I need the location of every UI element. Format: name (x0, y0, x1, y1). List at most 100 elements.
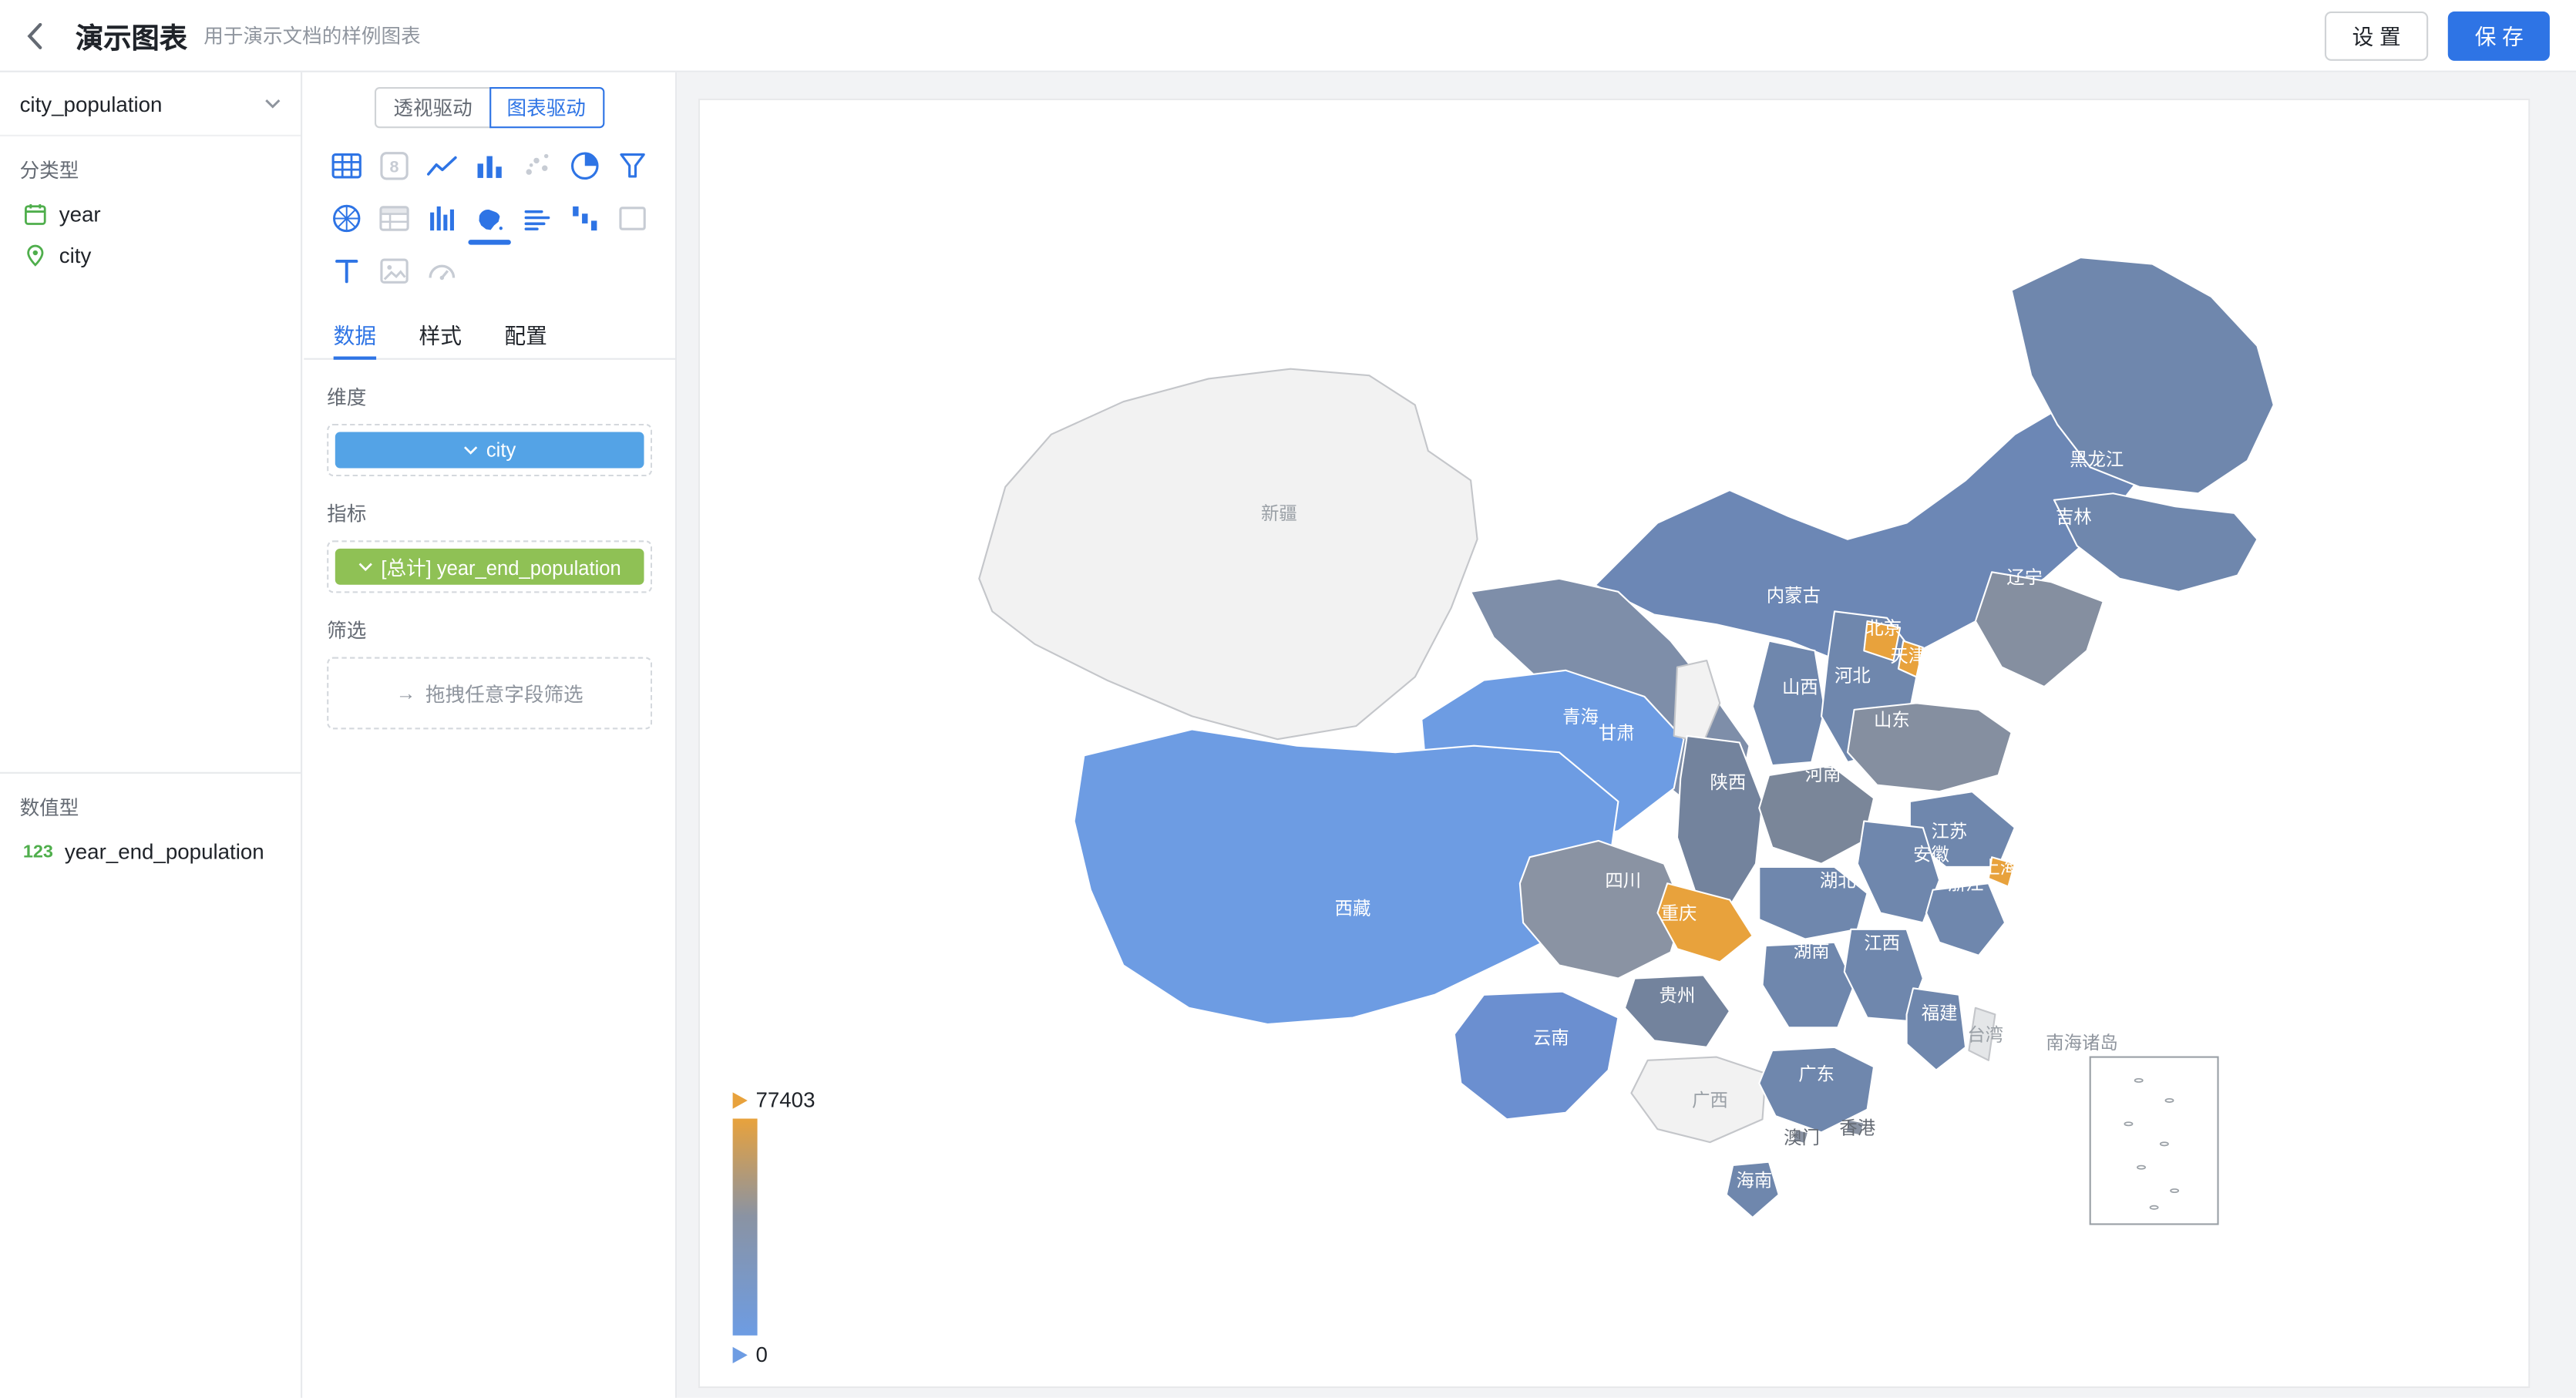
map-region-label: 香港 (1839, 1118, 1875, 1138)
field-item-year[interactable]: year (0, 194, 301, 235)
map-region-label: 青海 (1562, 707, 1599, 727)
chart-type-indicator-icon[interactable]: 8 (376, 148, 412, 184)
island-mark (2164, 1097, 2174, 1103)
numeric-section-label: 数值型 (19, 796, 79, 820)
map-region-label: 南海诸岛 (2046, 1033, 2118, 1053)
filter-dropzone[interactable]: → 拖拽任意字段筛选 (327, 657, 653, 730)
chart-type-word-cloud-icon[interactable] (520, 200, 556, 237)
map-region-台湾[interactable] (1968, 1006, 1996, 1061)
map-region-天津[interactable] (1897, 640, 1924, 678)
map-region-重庆[interactable] (1656, 882, 1754, 963)
dimension-label: 维度 (327, 385, 367, 409)
chart-type-table-icon[interactable] (328, 148, 365, 184)
island-mark (2134, 1077, 2144, 1083)
top-bar: 演示图表 用于演示文档的样例图表 设 置 保 存 (0, 0, 2576, 72)
chart-type-scatter-icon[interactable] (520, 148, 556, 184)
map-region-广西[interactable] (1630, 1056, 1767, 1144)
chart-config-panel: 透视驱动 图表驱动 8 数据 样式 配置 维度 city 指标 (304, 72, 678, 1398)
map-region-label: 吉林 (2056, 507, 2092, 527)
legend-min-marker-icon (732, 1346, 748, 1363)
legend-max-marker-icon (732, 1091, 748, 1108)
filter-placeholder: 拖拽任意字段筛选 (425, 682, 583, 706)
map-region-云南[interactable] (1453, 990, 1619, 1121)
map-region-黑龙江[interactable] (2010, 257, 2275, 495)
location-pin-icon (23, 243, 48, 267)
chart-type-gantt-icon[interactable] (424, 200, 460, 237)
map-region-福建[interactable] (1905, 987, 1967, 1071)
map-region-label: 辽宁 (2006, 567, 2043, 587)
chart-type-funnel-icon[interactable] (614, 148, 651, 184)
map-region-label: 河南 (1805, 764, 1841, 784)
map-region-四川[interactable] (1518, 839, 1685, 980)
field-item-city[interactable]: city (0, 235, 301, 276)
legend-max-value: 77403 (755, 1087, 816, 1112)
south-china-sea-inset (2089, 1056, 2219, 1225)
chart-type-bar-icon[interactable] (472, 148, 508, 184)
mode-toggle: 透视驱动 图表驱动 (304, 86, 675, 129)
chart-type-waterfall-icon[interactable] (567, 200, 603, 237)
map-region-新疆[interactable] (978, 368, 1478, 741)
category-section-label: 分类型 (19, 159, 79, 183)
legend-min-value: 0 (755, 1342, 768, 1367)
chevron-down-icon (264, 99, 281, 109)
map-region-label: 重庆 (1661, 903, 1697, 923)
metric-pill[interactable]: [总计] year_end_population (335, 548, 644, 585)
map-region-澳门[interactable] (1792, 1128, 1810, 1145)
map-region-陕西[interactable] (1676, 734, 1764, 908)
chart-type-line-icon[interactable] (424, 148, 460, 184)
tab-config[interactable]: 配置 (504, 322, 547, 348)
pivot-driven-toggle[interactable]: 透视驱动 (375, 86, 491, 129)
map-region-北京[interactable] (1863, 620, 1902, 662)
map-region-label: 内蒙古 (1767, 586, 1821, 606)
map-region-安徽[interactable] (1856, 820, 1941, 924)
map-region-辽宁[interactable] (1974, 571, 2104, 688)
map-region-上海[interactable] (1987, 856, 2016, 888)
numeric-section: 数值型 123 year_end_population (0, 771, 301, 872)
tab-data[interactable]: 数据 (333, 309, 377, 360)
map-region-海南[interactable] (1725, 1161, 1780, 1218)
map-region-label: 陕西 (1710, 772, 1746, 792)
map-region-浙江[interactable] (1925, 882, 2006, 956)
map-region-河南[interactable] (1758, 765, 1875, 865)
chart-type-pie-icon[interactable] (567, 148, 603, 184)
map-region-山西[interactable] (1751, 640, 1826, 767)
map-region-香港[interactable] (1845, 1118, 1865, 1137)
chart-type-gauge-icon[interactable] (424, 253, 460, 289)
dimension-pill[interactable]: city (335, 432, 644, 469)
dimension-pill-label: city (486, 439, 516, 462)
chart-type-map-icon[interactable] (468, 200, 511, 245)
map-region-label: 澳门 (1784, 1127, 1820, 1148)
map-region-label: 四川 (1605, 870, 1641, 890)
map-region-湖南[interactable] (1761, 941, 1855, 1029)
metric-dropzone[interactable]: [总计] year_end_population (327, 540, 653, 593)
chart-type-pivot-icon[interactable] (376, 200, 412, 237)
settings-button[interactable]: 设 置 (2324, 10, 2430, 60)
legend-gradient-bar (732, 1118, 758, 1336)
dimension-dropzone[interactable]: city (327, 423, 653, 477)
filter-label: 筛选 (327, 619, 367, 643)
chart-type-frame-icon[interactable] (614, 200, 651, 237)
map-region-山东[interactable] (1846, 702, 2013, 793)
chart-driven-toggle[interactable]: 图表驱动 (489, 86, 604, 129)
save-button[interactable]: 保 存 (2448, 10, 2550, 60)
field-item-year-end-population[interactable]: 123 year_end_population (0, 831, 301, 872)
chart-type-image-icon[interactable] (376, 253, 412, 289)
map-region-label: 上海 (1982, 857, 2018, 877)
chart-type-radar-icon[interactable] (328, 200, 365, 237)
map-region-label: 安徽 (1913, 844, 1949, 864)
map-legend: 77403 0 (732, 1087, 816, 1367)
dataset-selector[interactable]: city_population (0, 72, 301, 136)
map-region-label: 甘肃 (1599, 723, 1635, 743)
page-title: 演示图表 (76, 22, 187, 55)
chart-type-text-icon[interactable] (328, 253, 365, 289)
metric-pill-label: [总计] year_end_population (381, 556, 621, 580)
field-name: year_end_population (64, 839, 264, 865)
map-region-贵州[interactable] (1623, 974, 1731, 1048)
back-icon[interactable] (26, 15, 62, 55)
map-region-广东[interactable] (1758, 1046, 1875, 1134)
map-region[interactable] (1673, 660, 1721, 744)
dataset-name: city_population (19, 91, 163, 116)
tab-style[interactable]: 样式 (419, 322, 462, 348)
page-subtitle: 用于演示文档的样例图表 (203, 24, 421, 48)
map-region-吉林[interactable] (2053, 492, 2258, 593)
